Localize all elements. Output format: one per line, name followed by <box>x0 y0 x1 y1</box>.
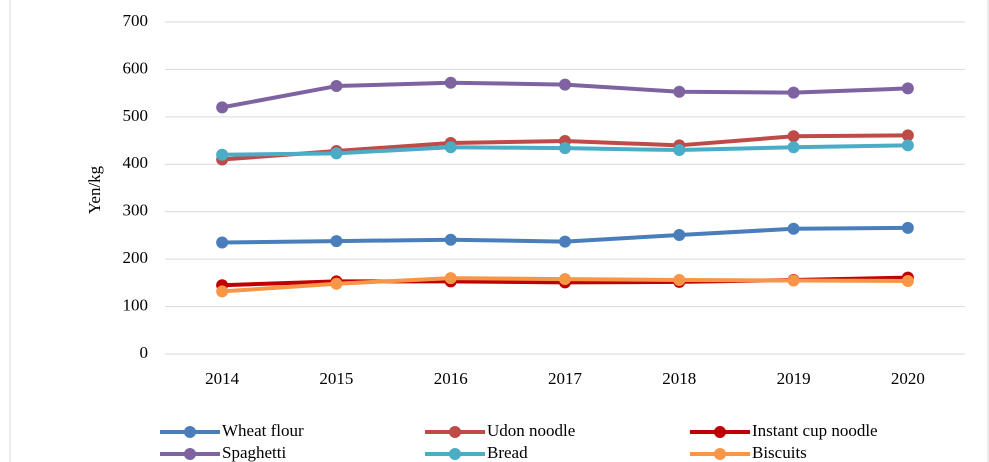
x-tick-label: 2015 <box>319 369 353 388</box>
data-point <box>216 101 229 114</box>
data-point <box>559 273 571 286</box>
legend-marker <box>449 448 461 460</box>
legend-marker <box>184 448 196 460</box>
data-point <box>216 285 229 298</box>
x-tick-label: 2016 <box>434 369 468 388</box>
data-point <box>787 86 800 99</box>
data-point <box>330 277 343 290</box>
legend-label: Instant cup noodle <box>752 421 878 440</box>
data-point <box>444 272 457 285</box>
data-point <box>444 233 457 246</box>
legend-marker <box>714 426 726 438</box>
data-point <box>787 141 800 154</box>
data-point <box>330 235 343 248</box>
data-point <box>444 76 457 89</box>
y-tick-label: 700 <box>123 11 149 30</box>
x-tick-label: 2017 <box>548 369 583 388</box>
data-point <box>901 139 914 152</box>
y-tick-label: 100 <box>123 295 149 314</box>
data-point <box>673 274 686 287</box>
y-tick-label: 600 <box>123 58 149 77</box>
legend-marker <box>714 448 726 460</box>
data-point <box>787 130 800 143</box>
legend-label: Wheat flour <box>222 421 304 440</box>
y-tick-label: 400 <box>123 153 149 172</box>
y-tick-label: 200 <box>123 248 149 267</box>
data-point <box>901 82 914 95</box>
data-point <box>673 228 686 241</box>
x-tick-label: 2020 <box>891 369 925 388</box>
data-point <box>444 141 457 154</box>
data-point <box>216 148 229 161</box>
data-point <box>216 236 229 249</box>
data-point <box>787 222 800 235</box>
data-point <box>559 142 571 155</box>
legend-marker <box>449 426 461 438</box>
x-tick-label: 2014 <box>205 369 240 388</box>
chart-frame <box>9 0 989 462</box>
data-point <box>330 80 343 93</box>
data-point <box>901 129 914 142</box>
legend-label: Biscuits <box>752 443 807 462</box>
legend-label: Bread <box>487 443 528 462</box>
data-point <box>901 274 914 287</box>
y-tick-label: 0 <box>140 343 149 362</box>
data-point <box>559 78 571 91</box>
y-tick-label: 300 <box>123 201 149 220</box>
x-tick-label: 2018 <box>662 369 696 388</box>
data-point <box>787 274 800 287</box>
data-point <box>559 235 571 248</box>
y-tick-label: 500 <box>123 106 149 125</box>
x-tick-label: 2019 <box>777 369 811 388</box>
legend-marker <box>184 426 196 438</box>
legend-label: Udon noodle <box>487 421 575 440</box>
data-point <box>673 85 686 98</box>
y-axis-label: Yen/kg <box>85 165 104 214</box>
data-point <box>673 144 686 157</box>
data-point <box>901 221 914 234</box>
legend-label: Spaghetti <box>222 443 286 462</box>
data-point <box>330 147 343 160</box>
